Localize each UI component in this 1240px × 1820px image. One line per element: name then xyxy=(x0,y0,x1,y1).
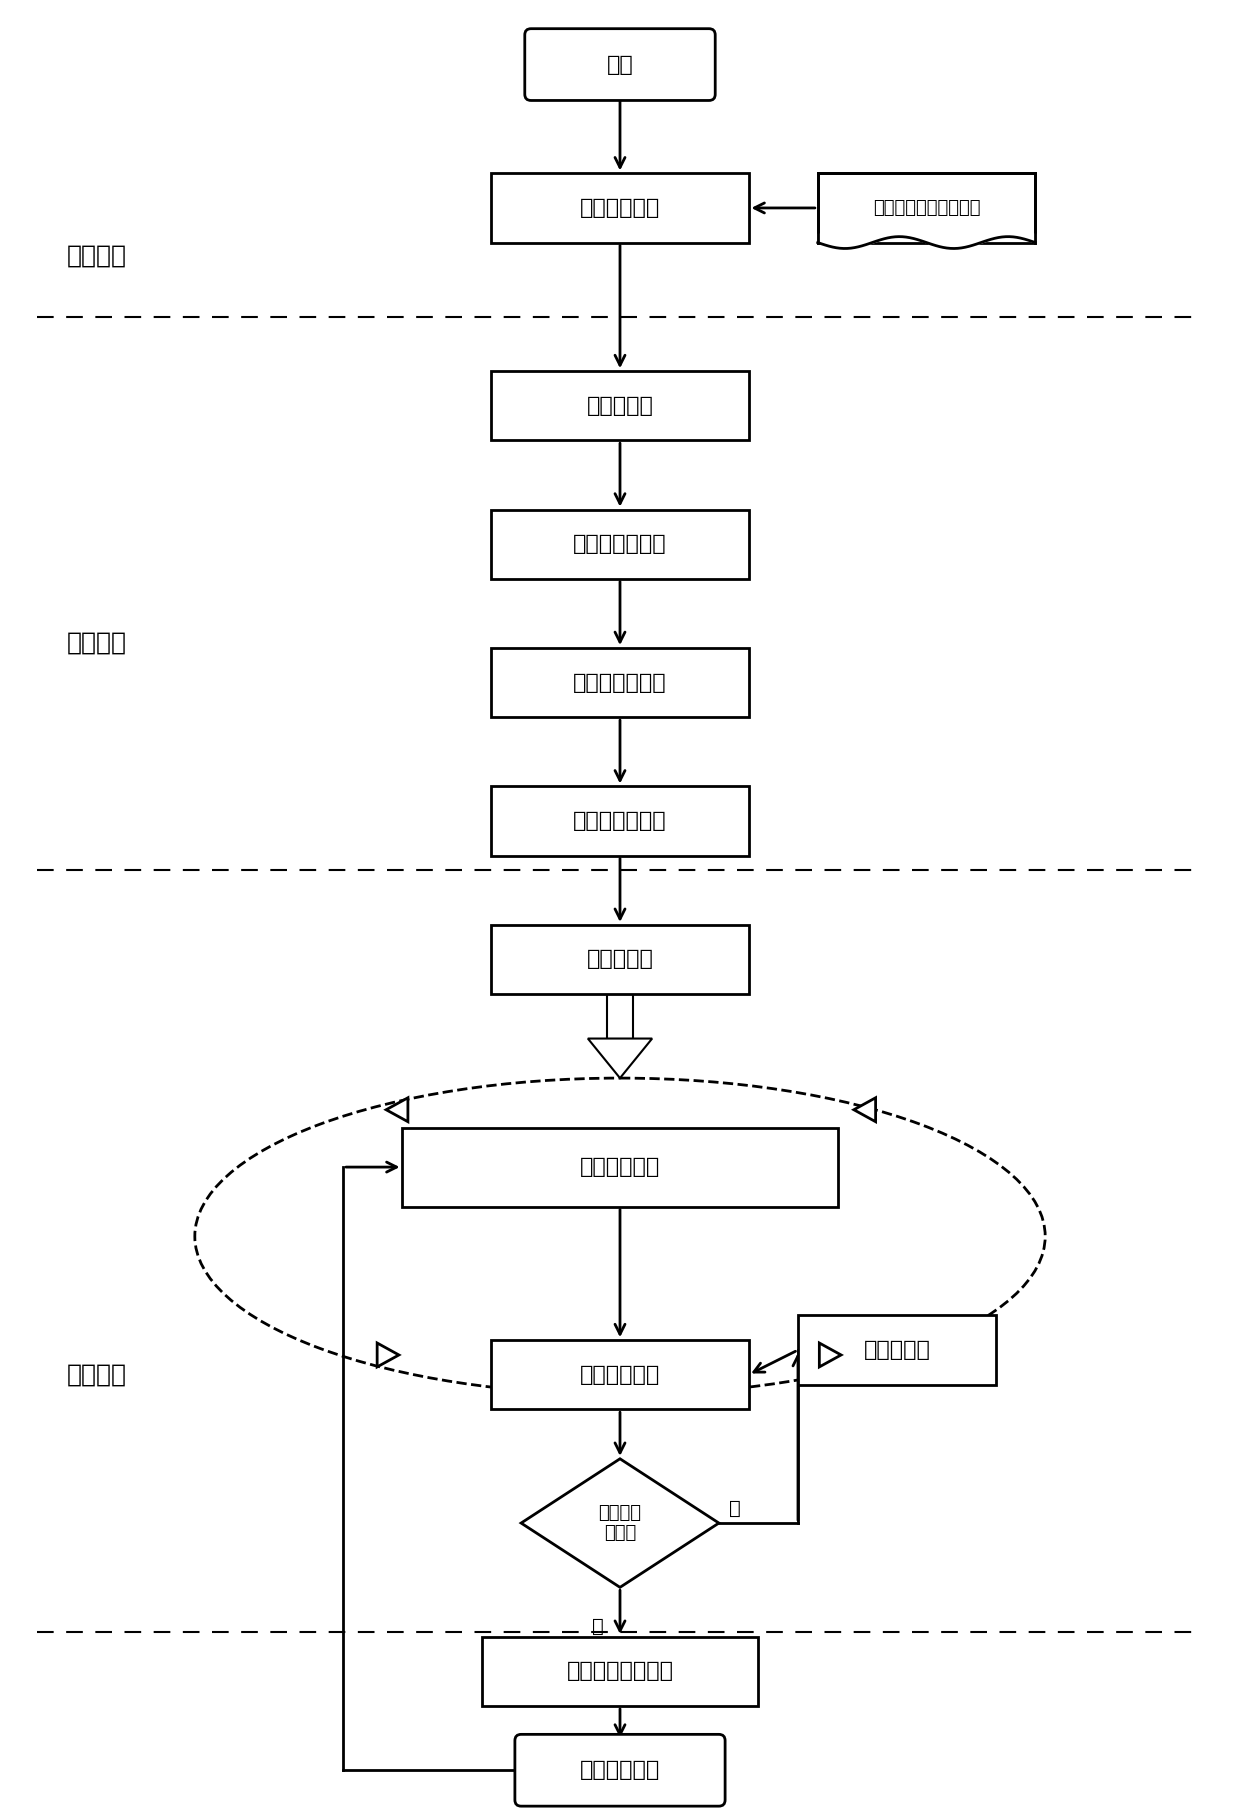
Bar xyxy=(799,1316,996,1385)
FancyBboxPatch shape xyxy=(515,1734,725,1805)
Text: 是: 是 xyxy=(593,1616,604,1636)
Bar xyxy=(403,1128,837,1207)
Text: 原始路由表创建: 原始路由表创建 xyxy=(573,673,667,693)
Text: 路由请求受理: 路由请求受理 xyxy=(580,198,660,218)
Text: 否: 否 xyxy=(729,1498,740,1518)
Text: 路由请求: 路由请求 xyxy=(66,244,126,268)
Bar xyxy=(491,925,749,994)
Bar xyxy=(491,786,749,855)
Bar xyxy=(817,173,1035,242)
Bar xyxy=(491,173,749,242)
Bar xyxy=(491,648,749,717)
Polygon shape xyxy=(854,1097,875,1121)
Text: 虚拟拓扑图构建: 虚拟拓扑图构建 xyxy=(573,533,667,553)
Bar xyxy=(481,1636,759,1705)
Text: 星基节点运动轨迹信息: 星基节点运动轨迹信息 xyxy=(873,198,981,217)
Text: 简化路由表创建: 简化路由表创建 xyxy=(573,812,667,832)
Text: 业务分组传输完成: 业务分组传输完成 xyxy=(567,1662,673,1682)
Text: 星上载荷任务: 星上载荷任务 xyxy=(580,1158,660,1178)
Bar xyxy=(608,994,632,1039)
Text: 时间片划分: 时间片划分 xyxy=(587,395,653,415)
Text: 静态路由: 静态路由 xyxy=(66,632,126,655)
Text: 分组发送
成功？: 分组发送 成功？ xyxy=(599,1503,641,1543)
Polygon shape xyxy=(521,1460,719,1587)
Bar xyxy=(491,371,749,440)
Polygon shape xyxy=(820,1343,841,1367)
Bar xyxy=(491,1340,749,1409)
Text: 路由表维护: 路由表维护 xyxy=(863,1340,930,1360)
Text: 动态路由: 动态路由 xyxy=(66,1363,126,1387)
FancyBboxPatch shape xyxy=(525,29,715,100)
Text: 等待下一任务: 等待下一任务 xyxy=(580,1760,660,1780)
Polygon shape xyxy=(377,1343,399,1367)
Text: 开始: 开始 xyxy=(606,55,634,75)
Polygon shape xyxy=(588,1039,652,1077)
Text: 任务路由构建: 任务路由构建 xyxy=(580,1365,660,1385)
Bar xyxy=(491,510,749,579)
Polygon shape xyxy=(386,1097,408,1121)
Text: 路由表上注: 路由表上注 xyxy=(587,950,653,970)
